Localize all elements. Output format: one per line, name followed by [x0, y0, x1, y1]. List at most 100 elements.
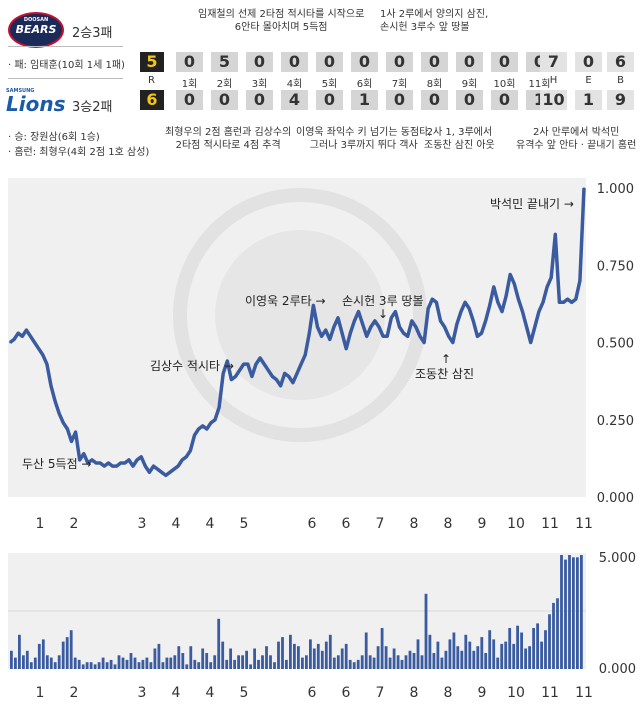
bar [217, 618, 221, 669]
bar [221, 641, 225, 669]
bar [157, 643, 161, 669]
x-tick-label: 6 [342, 516, 351, 532]
bar [89, 662, 93, 669]
inning-label: 6회 [356, 79, 373, 90]
data-point [525, 326, 528, 328]
bar [181, 653, 185, 669]
bar [580, 555, 583, 669]
x-tick-label: 1 [36, 685, 45, 701]
bar [408, 650, 412, 669]
home-total: 9 [607, 90, 634, 110]
x-tick-label: 7 [376, 685, 385, 701]
data-point [308, 332, 311, 335]
x-tick-label: 2 [70, 516, 79, 532]
data-point [497, 301, 499, 304]
bar [45, 655, 49, 669]
data-point [452, 341, 454, 344]
bar [364, 632, 368, 669]
bar [556, 598, 559, 669]
x-tick-label: 1 [36, 516, 45, 532]
data-point [357, 310, 360, 313]
leverage-bar-chart: 5.000 0.000 1 2 3 4 4 5 6 6 7 8 8 9 10 11 11 [8, 551, 636, 701]
data-point [349, 332, 352, 335]
bar [528, 646, 531, 669]
data-point [181, 459, 183, 461]
bar [420, 655, 424, 669]
chart-annotation: 이영욱 2루타 → [245, 294, 326, 308]
inning-label: 9회 [461, 79, 478, 90]
data-point [521, 310, 524, 313]
away-inning-score: 0 [281, 52, 308, 72]
bar [101, 657, 105, 669]
data-point [329, 338, 331, 341]
data-point [345, 347, 348, 350]
data-point [33, 341, 36, 344]
inning-label: 2회 [216, 79, 233, 90]
data-point [575, 298, 577, 301]
data-point [529, 341, 532, 344]
lions-logo: SAMSUNG Lions [6, 88, 66, 116]
data-point [29, 335, 32, 338]
bar [277, 641, 280, 669]
data-point [263, 363, 266, 365]
chart-annotation: 두산 5득점 → [22, 457, 91, 471]
bar [77, 659, 81, 669]
inning-label: 8회 [426, 79, 443, 90]
home-runs: 6 [140, 90, 164, 110]
data-point [226, 360, 229, 362]
data-point [177, 465, 179, 467]
data-point [25, 329, 28, 331]
home-inning-score: 0 [246, 90, 273, 110]
bar [281, 637, 284, 669]
data-point [107, 462, 110, 464]
home-total: 1 [575, 90, 602, 110]
win-probability-line-chart: 1.000 0.750 0.500 0.250 0.000 1 2 3 4 4 5 6 6 7 8 8 9 10 1… [8, 178, 634, 532]
bar [576, 557, 579, 669]
away-total: 0 [575, 52, 602, 72]
bar [309, 639, 312, 669]
bar [201, 648, 205, 669]
data-point [58, 412, 60, 415]
x-tick-label: 10 [507, 516, 525, 532]
data-point [156, 468, 159, 470]
x-tick-label: 8 [410, 685, 419, 701]
data-point [70, 440, 73, 443]
data-point [337, 316, 339, 319]
bar [209, 662, 213, 669]
bar [285, 659, 288, 669]
bar [324, 641, 328, 669]
bar [516, 625, 519, 669]
data-point [435, 301, 438, 304]
note-8th-bottom: 2사 1, 3루에서 조동찬 삼진 아웃 [424, 127, 495, 151]
data-point [218, 406, 220, 409]
data-point [431, 298, 434, 301]
bar [233, 659, 236, 669]
bar [109, 659, 113, 669]
data-point [251, 375, 253, 378]
data-point [197, 428, 200, 430]
bar [173, 655, 177, 669]
bar [129, 653, 133, 669]
home-inning-score: 1 [351, 90, 378, 110]
bar [213, 655, 217, 669]
watermark-ring [173, 188, 427, 442]
data-point [534, 326, 536, 328]
data-point [9, 341, 11, 344]
inning-label: 1회 [181, 79, 198, 90]
home-inning-score: 0 [456, 90, 483, 110]
data-point [370, 326, 372, 328]
y-tick-label: 0.250 [597, 414, 634, 429]
bar [289, 634, 292, 669]
home-total: 10 [540, 90, 567, 110]
data-point [148, 471, 151, 474]
bar [37, 643, 41, 669]
data-point [17, 332, 20, 335]
bar [532, 628, 535, 669]
bar [392, 648, 396, 669]
data-point [562, 301, 565, 304]
note-2nd-inning: 임재철의 선제 2타점 적시타를 시작으로 6안타 몰아치며 5득점 [198, 9, 365, 33]
bar [552, 602, 555, 669]
data-point [91, 459, 93, 461]
home-inning-score: 0 [211, 90, 238, 110]
data-point [128, 459, 130, 461]
